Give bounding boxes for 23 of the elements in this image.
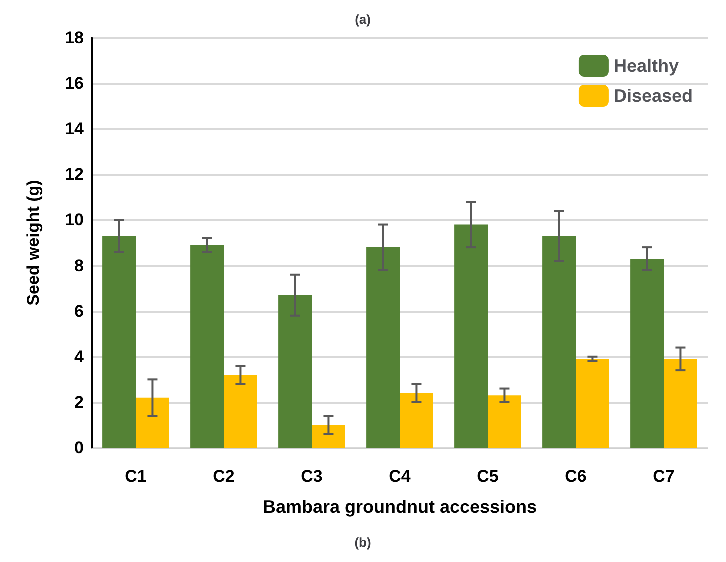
text: (a) — [355, 12, 371, 27]
legend-label: Healthy — [614, 56, 679, 76]
y-tick-label: 12 — [65, 165, 84, 184]
x-tick-label: C7 — [653, 467, 675, 486]
y-tick-label: 8 — [74, 256, 84, 276]
x-axis-title: Bambara groundnut accessions — [262, 497, 538, 517]
y-tick-label: 14 — [65, 120, 85, 139]
x-tick-label: C2 — [213, 467, 235, 486]
text: (b) — [354, 535, 372, 550]
x-tick-label: C6 — [565, 467, 587, 486]
y-axis-title: Seed weight (g) — [24, 180, 43, 306]
y-tick-label: 6 — [74, 302, 84, 321]
y-tick-label: 16 — [65, 74, 84, 94]
y-tick-label: 4 — [74, 347, 85, 366]
x-tick-label: C4 — [389, 467, 412, 486]
x-tick-label: C5 — [477, 467, 499, 486]
legend-label: Diseased — [614, 86, 694, 106]
y-tick-label: 0 — [74, 438, 84, 458]
x-tick-label: C1 — [125, 467, 147, 486]
x-tick-label: C3 — [301, 467, 323, 486]
y-tick-label: 2 — [74, 392, 84, 412]
y-tick-label: 10 — [65, 210, 84, 230]
y-tick-label: 18 — [65, 28, 84, 48]
